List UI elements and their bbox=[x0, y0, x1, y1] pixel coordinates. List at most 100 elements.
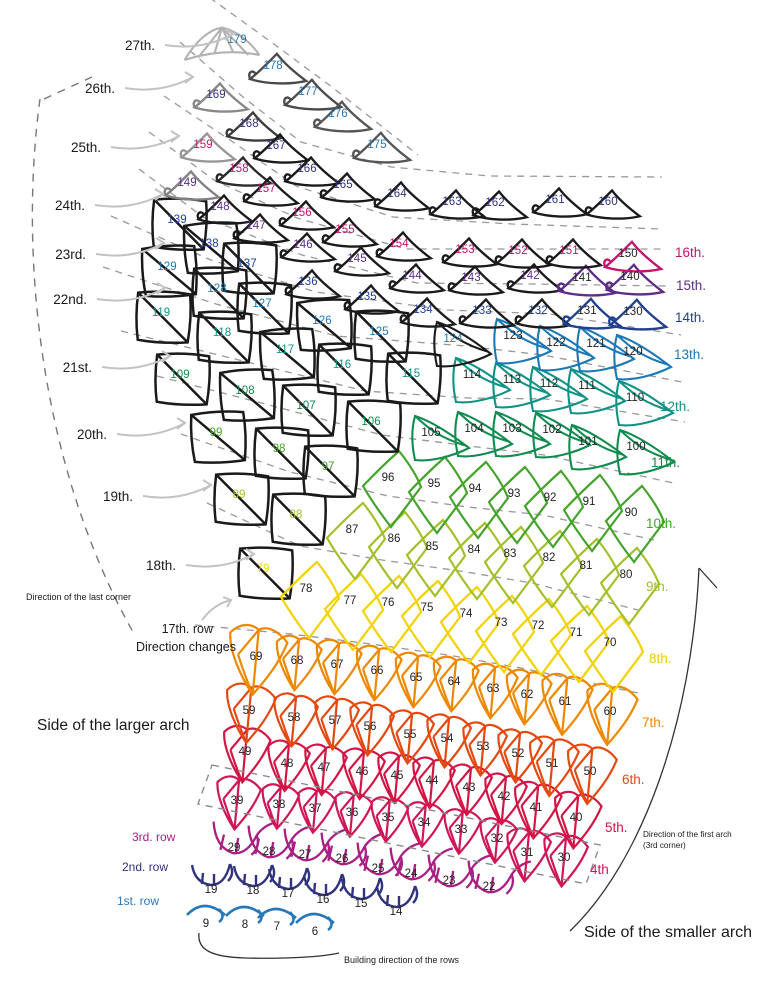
svg-text:44: 44 bbox=[426, 775, 439, 787]
svg-text:6th.: 6th. bbox=[622, 772, 645, 787]
svg-text:90: 90 bbox=[625, 507, 638, 519]
svg-text:26: 26 bbox=[336, 853, 349, 865]
svg-text:76: 76 bbox=[382, 597, 395, 609]
svg-text:54: 54 bbox=[441, 733, 454, 745]
svg-text:69: 69 bbox=[250, 651, 263, 663]
svg-text:156: 156 bbox=[292, 207, 311, 219]
svg-text:31: 31 bbox=[521, 847, 534, 859]
svg-text:96: 96 bbox=[382, 472, 395, 484]
svg-text:43: 43 bbox=[463, 782, 476, 794]
svg-text:84: 84 bbox=[468, 544, 481, 556]
svg-text:Direction of the last corner: Direction of the last corner bbox=[26, 592, 131, 602]
svg-text:8: 8 bbox=[242, 919, 248, 931]
svg-text:17: 17 bbox=[282, 888, 295, 900]
svg-text:59: 59 bbox=[243, 705, 256, 717]
svg-text:111: 111 bbox=[578, 380, 595, 392]
svg-text:24th.: 24th. bbox=[55, 198, 85, 213]
svg-text:52: 52 bbox=[512, 748, 525, 760]
svg-text:158: 158 bbox=[229, 163, 248, 175]
svg-text:157: 157 bbox=[256, 183, 275, 195]
svg-text:29: 29 bbox=[228, 842, 241, 854]
svg-text:159: 159 bbox=[193, 139, 212, 151]
svg-text:87: 87 bbox=[346, 524, 359, 536]
svg-text:179: 179 bbox=[227, 34, 246, 46]
svg-text:139: 139 bbox=[167, 214, 186, 226]
svg-text:Side of the larger arch: Side of the larger arch bbox=[37, 717, 190, 734]
svg-text:19: 19 bbox=[205, 884, 218, 896]
svg-text:146: 146 bbox=[293, 239, 312, 251]
svg-text:135: 135 bbox=[357, 291, 376, 303]
svg-text:34: 34 bbox=[418, 817, 431, 829]
svg-text:23rd.: 23rd. bbox=[55, 247, 86, 262]
svg-text:175: 175 bbox=[367, 139, 386, 151]
svg-text:126: 126 bbox=[312, 315, 331, 327]
svg-text:45: 45 bbox=[391, 770, 404, 782]
svg-text:1st. row: 1st. row bbox=[117, 894, 159, 908]
svg-text:46: 46 bbox=[356, 766, 369, 778]
svg-text:133: 133 bbox=[472, 305, 491, 317]
svg-text:160: 160 bbox=[598, 196, 617, 208]
svg-text:142: 142 bbox=[520, 270, 539, 282]
svg-text:15: 15 bbox=[355, 898, 368, 910]
svg-text:65: 65 bbox=[410, 672, 423, 684]
svg-text:36: 36 bbox=[346, 807, 359, 819]
svg-text:91: 91 bbox=[583, 496, 596, 508]
svg-text:107: 107 bbox=[296, 400, 315, 412]
svg-text:64: 64 bbox=[448, 676, 461, 688]
svg-text:166: 166 bbox=[297, 163, 316, 175]
svg-text:10th.: 10th. bbox=[646, 516, 676, 531]
svg-text:6: 6 bbox=[312, 926, 318, 938]
svg-text:22: 22 bbox=[483, 881, 496, 893]
svg-text:21st.: 21st. bbox=[63, 360, 92, 375]
svg-text:169: 169 bbox=[206, 89, 225, 101]
svg-text:22nd.: 22nd. bbox=[53, 292, 87, 307]
svg-text:164: 164 bbox=[387, 188, 407, 200]
svg-text:94: 94 bbox=[469, 483, 482, 495]
svg-text:145: 145 bbox=[347, 253, 366, 265]
svg-text:120: 120 bbox=[623, 346, 642, 358]
svg-text:(3rd corner): (3rd corner) bbox=[643, 841, 686, 850]
svg-text:66: 66 bbox=[371, 665, 384, 677]
svg-text:Side of the smaller arch: Side of the smaller arch bbox=[584, 924, 752, 941]
svg-text:40: 40 bbox=[570, 812, 583, 824]
svg-text:33: 33 bbox=[455, 824, 468, 836]
svg-text:117: 117 bbox=[276, 344, 294, 356]
svg-text:152: 152 bbox=[508, 245, 527, 257]
svg-text:132: 132 bbox=[528, 305, 547, 317]
svg-text:162: 162 bbox=[485, 197, 504, 209]
svg-text:119: 119 bbox=[152, 307, 170, 319]
svg-text:97: 97 bbox=[322, 461, 335, 473]
svg-text:7: 7 bbox=[274, 921, 280, 933]
svg-text:82: 82 bbox=[543, 552, 556, 564]
svg-text:100: 100 bbox=[626, 441, 645, 453]
svg-text:98: 98 bbox=[273, 443, 286, 455]
svg-text:74: 74 bbox=[460, 608, 473, 620]
svg-text:80: 80 bbox=[620, 569, 633, 581]
svg-text:37: 37 bbox=[309, 803, 322, 815]
svg-text:7th.: 7th. bbox=[642, 715, 665, 730]
svg-text:102: 102 bbox=[542, 424, 561, 436]
svg-text:12th.: 12th. bbox=[660, 399, 690, 414]
svg-text:27: 27 bbox=[299, 849, 312, 861]
svg-text:165: 165 bbox=[333, 179, 352, 191]
svg-text:63: 63 bbox=[487, 683, 500, 695]
svg-text:38: 38 bbox=[273, 799, 286, 811]
svg-text:14: 14 bbox=[390, 906, 403, 918]
svg-text:14th.: 14th. bbox=[675, 310, 705, 325]
svg-text:130: 130 bbox=[623, 306, 642, 318]
svg-text:39: 39 bbox=[231, 795, 244, 807]
svg-text:56: 56 bbox=[364, 721, 377, 733]
svg-text:147: 147 bbox=[246, 220, 265, 232]
svg-text:150: 150 bbox=[618, 248, 637, 260]
svg-text:168: 168 bbox=[239, 118, 258, 130]
svg-text:3rd. row: 3rd. row bbox=[132, 830, 176, 844]
svg-text:108: 108 bbox=[235, 385, 254, 397]
svg-text:110: 110 bbox=[626, 392, 644, 404]
svg-text:Direction changes: Direction changes bbox=[136, 640, 236, 654]
svg-text:136: 136 bbox=[298, 276, 317, 288]
svg-text:42: 42 bbox=[498, 791, 511, 803]
svg-text:124: 124 bbox=[443, 333, 463, 345]
svg-text:8th.: 8th. bbox=[649, 651, 672, 666]
svg-text:103: 103 bbox=[502, 423, 521, 435]
svg-text:67: 67 bbox=[331, 659, 344, 671]
